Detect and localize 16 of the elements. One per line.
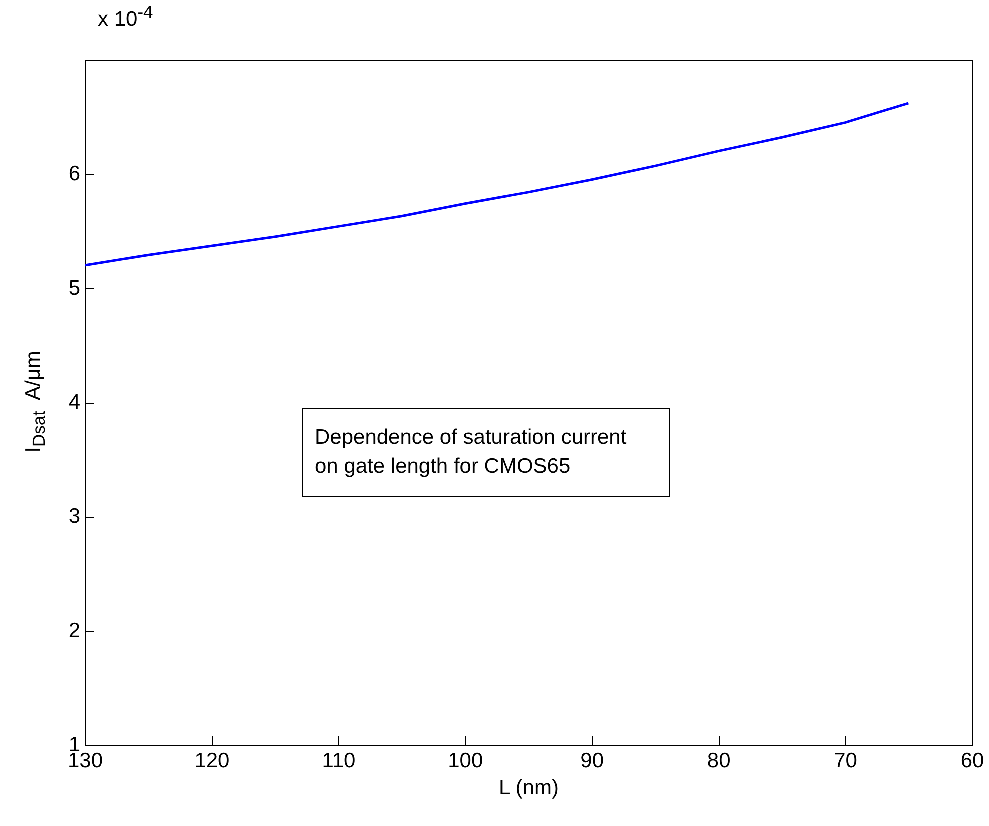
x-tick-label: 110 <box>322 750 356 772</box>
text: x 10$^{-4}$ <box>98 2 154 32</box>
line-series <box>85 102 910 267</box>
y-tick-label: 6 <box>68 162 80 186</box>
x-tick-label: 70 <box>834 750 858 772</box>
x-tick-label: 60 <box>960 750 984 772</box>
y-tick-label: 2 <box>68 619 80 642</box>
x-tick-label: 90 <box>580 750 604 772</box>
y-tick-label: 5 <box>68 276 80 300</box>
x-tick-label: 100 <box>448 750 484 772</box>
annotation: Dependence of saturation current on gate length for CMOS65 <box>302 408 670 497</box>
y-tick-label: 4 <box>68 391 81 414</box>
y-tick-label: 3 <box>68 505 80 528</box>
x-tick-label: 120 <box>194 750 230 772</box>
x-axis-title: L (nm) <box>499 776 559 800</box>
x-tick-label: 80 <box>707 750 731 772</box>
